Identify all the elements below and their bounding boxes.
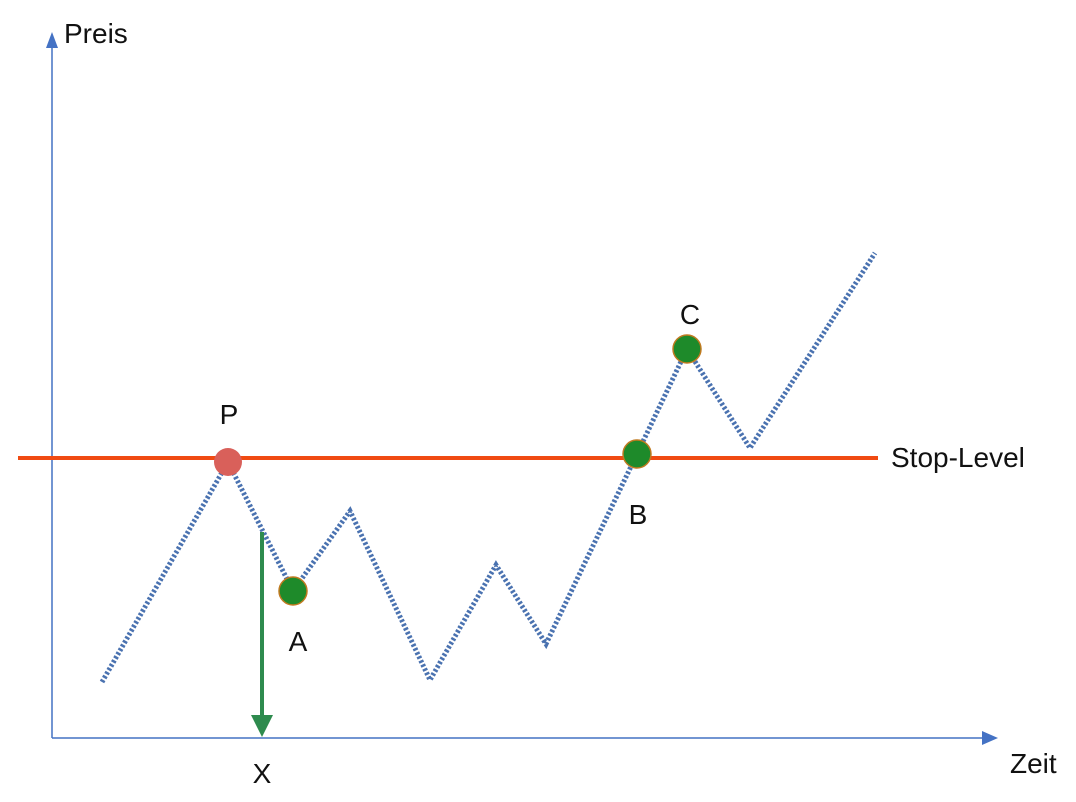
y-axis-label: Preis [64,18,128,49]
point-b-label: B [629,499,648,530]
stop-level-label: Stop-Level [891,442,1025,473]
arrow-down-icon [251,715,273,737]
point-b [622,439,652,469]
point-a-label: A [289,626,308,657]
y-axis-arrow-icon [46,32,58,48]
point-c-label: C [680,299,700,330]
point-c [672,334,702,364]
point-p [214,448,242,476]
x-axis-arrow-icon [982,731,998,745]
point-p-label: P [220,399,239,430]
x-axis-label: Zeit [1010,748,1057,779]
point-a [278,576,308,606]
price-path [99,251,878,686]
marker-x-label: X [253,758,272,789]
